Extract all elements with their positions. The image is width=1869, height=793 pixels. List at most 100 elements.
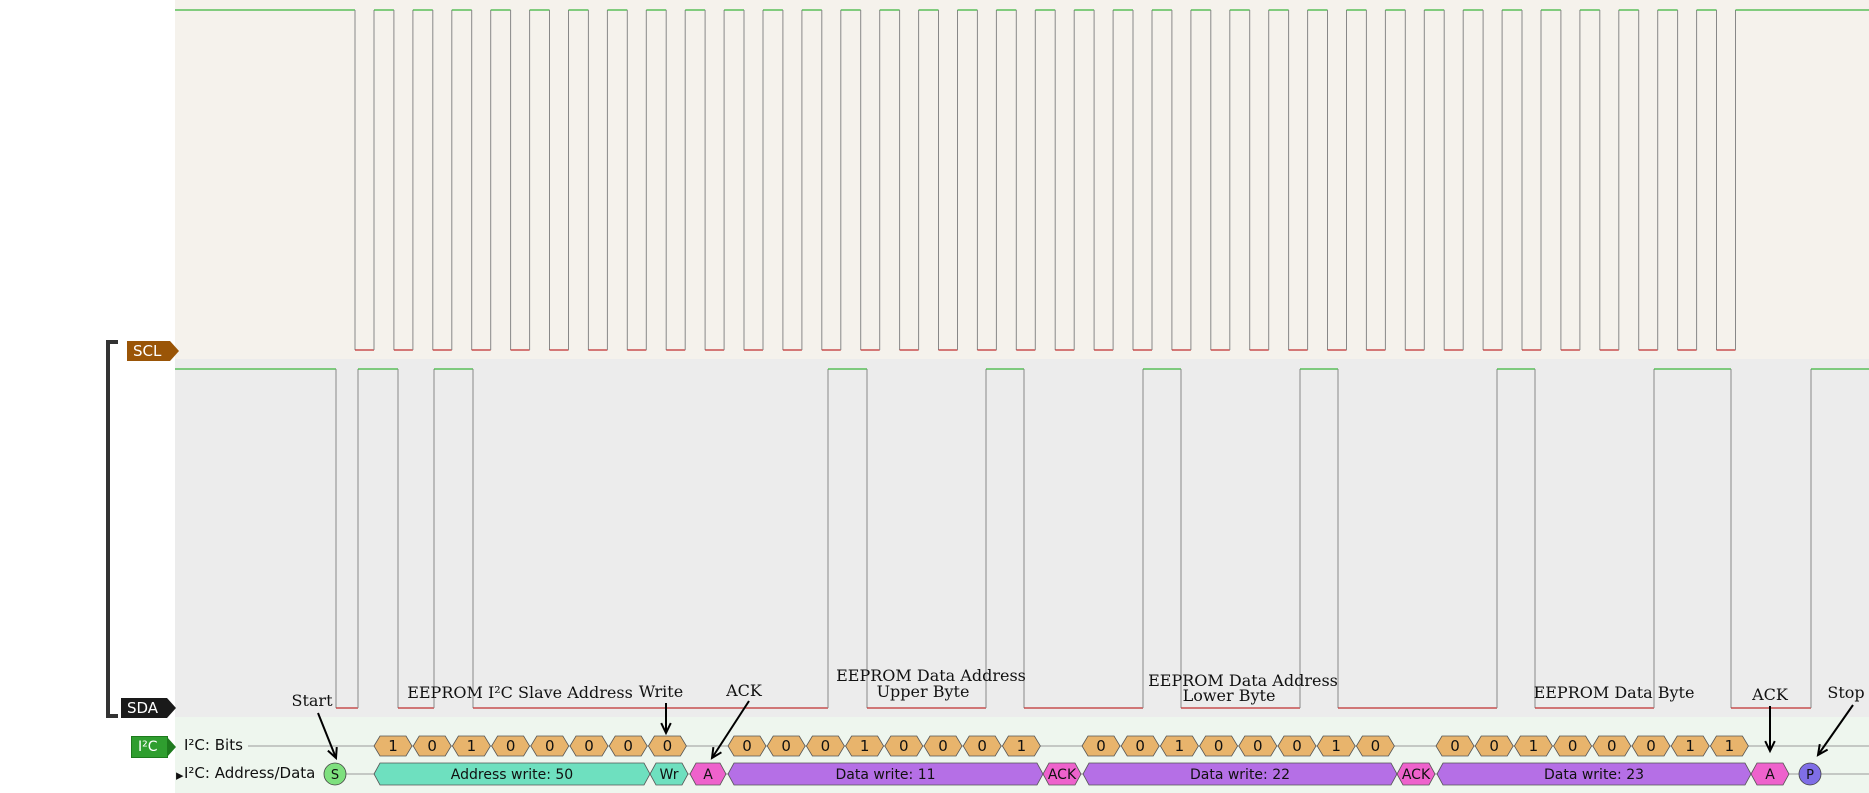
annotation-lower-byte: Lower Byte <box>1183 686 1276 705</box>
bit-value: 0 <box>742 737 752 755</box>
bit-cell <box>766 735 806 757</box>
bit-value: 0 <box>584 737 594 755</box>
ack-packet <box>1750 762 1790 786</box>
annotation-upper-byte: Upper Byte <box>877 682 970 701</box>
bit-value: 0 <box>1568 737 1578 755</box>
bit-cell <box>1631 735 1671 757</box>
arrow-head <box>710 746 722 760</box>
ack-packet <box>1396 762 1436 786</box>
bit-cell <box>884 735 924 757</box>
scl-channel-label[interactable]: SCL <box>127 341 180 361</box>
bit-cell <box>1199 735 1239 757</box>
data-packet-label: Data write: 22 <box>1190 767 1290 783</box>
arrow-head <box>660 722 672 736</box>
data-packet-label: Data write: 23 <box>1544 767 1644 783</box>
bit-value: 0 <box>1450 737 1460 755</box>
annotation-upper-byte: EEPROM Data Address <box>836 666 1026 685</box>
annotation-ack-end: ACK <box>1751 685 1789 704</box>
write-packet-label: Wr <box>660 767 679 783</box>
bit-cell <box>1081 735 1121 757</box>
scl-waveform <box>175 9 1869 351</box>
bit-cell <box>805 735 845 757</box>
bit-cell <box>373 735 413 757</box>
bit-value: 0 <box>1292 737 1302 755</box>
sda-channel-label[interactable]: SDA <box>121 698 177 718</box>
bit-cell <box>727 735 767 757</box>
bit-value: 1 <box>1685 737 1695 755</box>
annotation-start: Start <box>291 691 333 710</box>
bit-cell <box>451 735 491 757</box>
bit-value: 0 <box>1607 737 1617 755</box>
bits-row: 1 0 1 0 0 0 0 0 0 0 0 1 0 0 0 1 0 0 1 0 0 0 1 0 0 0 1 0 0 0 1 1 <box>373 735 1749 757</box>
bit-value: 0 <box>1371 737 1381 755</box>
start-marker-label: S <box>331 768 339 783</box>
bit-cell <box>1513 735 1553 757</box>
scl-channel-background <box>175 0 1869 359</box>
bit-value: 0 <box>1646 737 1656 755</box>
stop-marker-label: P <box>1806 768 1814 783</box>
ack-packet-label: A <box>703 767 713 783</box>
bit-value: 0 <box>1489 737 1499 755</box>
bit-value: 1 <box>1529 737 1539 755</box>
bit-cell <box>1238 735 1278 757</box>
bit-value: 0 <box>977 737 987 755</box>
annotations: Start EEPROM I²C Slave Address Write ACK EEP… <box>291 666 1865 761</box>
bit-value: 0 <box>821 737 831 755</box>
bit-value: 1 <box>1017 737 1027 755</box>
data-packet-label: Data write: 11 <box>835 767 935 783</box>
bit-value: 1 <box>1331 737 1341 755</box>
bit-cell <box>962 735 1002 757</box>
bit-value: 1 <box>1175 737 1185 755</box>
i2c-decoder-label[interactable]: I²C <box>131 736 175 758</box>
bit-value: 1 <box>1725 737 1735 755</box>
annotation-arrow <box>1817 704 1854 756</box>
bit-cell <box>1553 735 1593 757</box>
bit-value: 1 <box>467 737 477 755</box>
bit-cell <box>845 735 885 757</box>
start-marker <box>323 762 347 786</box>
bit-cell <box>608 735 648 757</box>
bit-value: 0 <box>1214 737 1224 755</box>
bit-cell <box>1592 735 1632 757</box>
ack-packet <box>1042 762 1082 786</box>
bit-cell <box>1709 735 1749 757</box>
bit-cell <box>1277 735 1317 757</box>
bit-cell <box>412 735 452 757</box>
channel-group-bracket <box>106 340 118 718</box>
annotation-stop: Stop <box>1827 683 1864 702</box>
bit-value: 0 <box>506 737 516 755</box>
bit-cell <box>1001 735 1041 757</box>
bit-value: 0 <box>1135 737 1145 755</box>
arrow-head <box>1816 743 1829 757</box>
bit-value: 1 <box>388 737 398 755</box>
ack-packet-label: A <box>1765 767 1775 783</box>
bit-value: 0 <box>623 737 633 755</box>
sda-channel-background <box>175 359 1869 717</box>
bit-value: 0 <box>899 737 909 755</box>
annotation-lower-byte: EEPROM Data Address <box>1148 671 1338 690</box>
bit-cell <box>1120 735 1160 757</box>
sda-waveform <box>175 368 1869 709</box>
bit-value: 0 <box>938 737 948 755</box>
bit-value: 0 <box>1253 737 1263 755</box>
annotation-arrow <box>711 700 750 759</box>
arrow-head <box>1764 740 1776 754</box>
ack-packet-label: ACK <box>1048 767 1077 783</box>
ack-packet <box>689 762 727 786</box>
write-packet <box>649 762 689 786</box>
expand-triangle-icon[interactable]: ▸ <box>176 766 184 784</box>
annotation-slave-address: EEPROM I²C Slave Address <box>407 683 633 702</box>
bit-cell <box>491 735 531 757</box>
bit-value: 0 <box>663 737 673 755</box>
annotation-data-byte: EEPROM Data Byte <box>1534 683 1695 702</box>
bit-cell <box>1159 735 1199 757</box>
annotation-arrow <box>317 712 337 759</box>
bit-cell <box>1316 735 1356 757</box>
bit-cell <box>647 735 687 757</box>
bits-row-label: I²C: Bits <box>184 736 243 754</box>
address-data-row-label: I²C: Address/Data <box>184 764 316 782</box>
bit-value: 0 <box>427 737 437 755</box>
bit-value: 0 <box>1096 737 1106 755</box>
